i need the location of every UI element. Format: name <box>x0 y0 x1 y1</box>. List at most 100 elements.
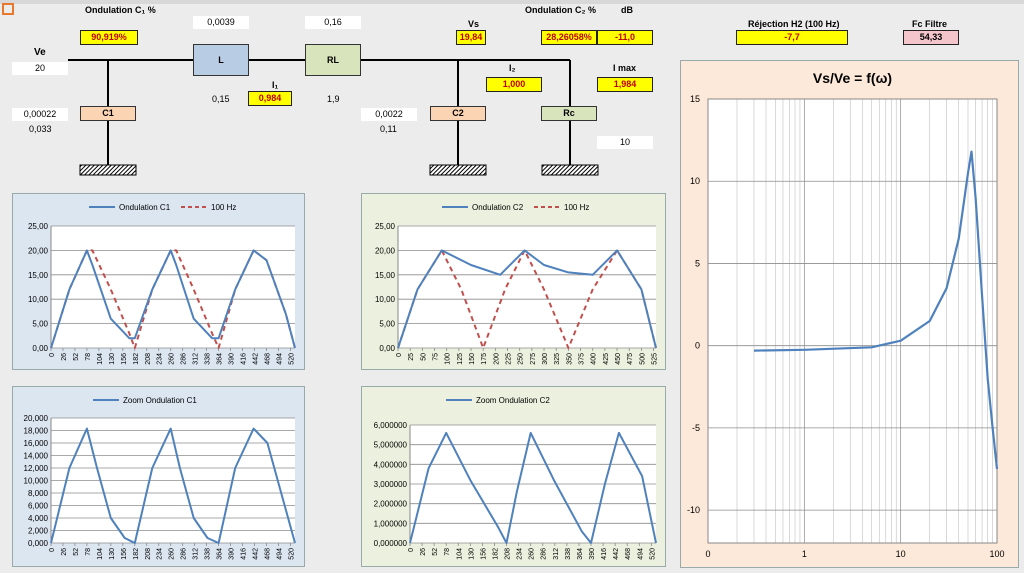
x-tick-label: 130 <box>468 548 475 560</box>
series-ondulation-line <box>397 249 657 349</box>
y-tick-label: 8,000 <box>28 489 49 498</box>
legend-label-b: 100 Hz <box>211 203 236 212</box>
y-tick-label: 0 <box>695 341 700 351</box>
ve-label: Ve <box>34 47 46 58</box>
inductor-l[interactable]: L <box>193 44 249 76</box>
chart-bode[interactable]: Vs/Ve = f(ω) 15 10 5 0 -5 -10 0 1 10 100 <box>680 60 1019 568</box>
db-header: dB <box>621 5 633 15</box>
y-tick-label: 0,00 <box>379 344 395 353</box>
c2-value-input[interactable]: 0,0022 <box>361 108 417 121</box>
x-tick-label: 250 <box>518 353 525 365</box>
ondulation-c2-value[interactable]: 28,26058% <box>541 30 597 45</box>
x-tick-label: 26 <box>61 353 68 361</box>
y-tick-label: 4,000 <box>28 514 49 523</box>
x-tick-label: 125 <box>457 353 464 365</box>
x-tick-label: 104 <box>97 548 104 560</box>
x-tick-label: 0 <box>396 353 403 357</box>
ground-c1 <box>79 164 137 176</box>
x-tick-label: 338 <box>205 353 212 365</box>
x-tick-label: 364 <box>217 353 224 365</box>
x-tick-label: 450 <box>615 353 622 365</box>
c1-value-input[interactable]: 0,00022 <box>12 108 68 121</box>
y-tick-label: 15 <box>690 94 700 104</box>
y-tick-label: 20,00 <box>28 246 49 255</box>
x-tick-label: 75 <box>433 353 440 361</box>
chart-ondulation-c1[interactable]: 25,00 20,00 15,00 10,00 5,00 0,00 0 26 52 78 104 13… <box>12 193 305 370</box>
l-value-input[interactable]: 0,0039 <box>193 16 249 29</box>
x-tick-label: 234 <box>517 548 524 560</box>
x-tick-label: 0 <box>49 353 56 357</box>
c1-sub-value: 0,033 <box>29 124 52 134</box>
imax-value[interactable]: 1,984 <box>597 77 653 92</box>
series-ondulation-line <box>409 431 657 544</box>
x-tick-label: 104 <box>456 548 463 560</box>
x-tick-label: 416 <box>241 548 248 560</box>
x-tick-label: 104 <box>97 353 104 365</box>
x-tick-label: 364 <box>217 548 224 560</box>
resistor-rl[interactable]: RL <box>305 44 361 76</box>
x-tick-label: 312 <box>193 548 200 560</box>
x-tick-label: 156 <box>480 548 487 560</box>
legend-label-a: Ondulation C1 <box>119 203 171 212</box>
x-tick-label: 390 <box>589 548 596 560</box>
x-tick-label: 130 <box>109 353 116 365</box>
x-tick-label: 26 <box>61 548 68 556</box>
ground-rc <box>541 164 599 176</box>
ondulation-c1-value[interactable]: 90,919% <box>80 30 138 45</box>
x-tick-label: 234 <box>157 548 164 560</box>
y-tick-label: 5,000000 <box>374 441 408 450</box>
x-tick-label: 390 <box>229 548 236 560</box>
vs-label: Vs <box>468 19 480 29</box>
x-tick-label: 78 <box>444 548 451 556</box>
i1-value[interactable]: 0,984 <box>248 91 292 106</box>
x-tick-label: 260 <box>169 548 176 560</box>
selected-cell-marker[interactable] <box>2 3 14 15</box>
y-tick-label: 25,00 <box>28 222 49 231</box>
rc-value-input[interactable]: 10 <box>597 136 653 149</box>
chart-zoom-c1[interactable]: 20,000 18,000 16,000 14,000 12,000 10,000 8,00… <box>12 386 305 567</box>
rl-value-input[interactable]: 0,16 <box>305 16 361 29</box>
i2-label: I₂ <box>509 63 516 73</box>
fc-filtre-header: Fc Filtre <box>912 19 948 29</box>
y-tick-label: 6,000 <box>28 502 49 511</box>
i1-label: I₁ <box>272 80 279 90</box>
bode-curve <box>753 150 999 470</box>
chart-zoom-c2[interactable]: 6,000000 5,000000 4,000000 3,000000 2,000000… <box>361 386 666 567</box>
x-tick-label: 468 <box>625 548 632 560</box>
i2-value[interactable]: 1,000 <box>486 77 542 92</box>
x-tick-label: 100 <box>445 353 452 365</box>
capacitor-c2[interactable]: C2 <box>430 106 486 121</box>
capacitor-c1[interactable]: C1 <box>80 106 136 121</box>
ve-input[interactable]: 20 <box>12 62 68 75</box>
y-tick-label: 10 <box>690 176 700 186</box>
y-tick-label: 0,000000 <box>374 539 408 548</box>
series-ondulation-line <box>50 249 296 349</box>
y-tick-label: 20,00 <box>375 246 396 255</box>
x-tick-label: 200 <box>493 353 500 365</box>
y-tick-label: 10,00 <box>375 295 396 304</box>
x-tick-label: 300 <box>542 353 549 365</box>
x-tick-label: 400 <box>591 353 598 365</box>
chart-ondulation-c2[interactable]: 25,00 20,00 15,00 10,00 5,00 0,00 0 25 50 75 100 12… <box>361 193 666 370</box>
y-tick-label: 14,000 <box>24 452 49 461</box>
x-tick-label: 520 <box>649 548 656 560</box>
y-tick-label: 20,000 <box>24 414 49 423</box>
rejection-value[interactable]: -7,7 <box>736 30 848 45</box>
db-value[interactable]: -11,0 <box>597 30 653 45</box>
fc-filtre-value[interactable]: 54,33 <box>903 30 959 45</box>
x-tick-label: 182 <box>492 548 499 560</box>
plot-area <box>51 226 295 348</box>
y-tick-label: 0,000 <box>28 539 49 548</box>
vs-value[interactable]: 19,84 <box>456 30 486 45</box>
x-tick-label: 468 <box>264 548 271 560</box>
legend-label-a: Zoom Ondulation C1 <box>123 396 197 405</box>
x-tick-label: 425 <box>603 353 610 365</box>
imax-label: I max <box>613 63 637 73</box>
x-tick-label: 26 <box>420 548 427 556</box>
x-tick-label: 225 <box>506 353 513 365</box>
x-tick-label: 0 <box>705 549 710 559</box>
x-tick-label: 520 <box>288 548 295 560</box>
y-tick-label: 25,00 <box>375 222 396 231</box>
x-tick-label: 52 <box>73 353 80 361</box>
resistor-rc[interactable]: Rc <box>541 106 597 121</box>
